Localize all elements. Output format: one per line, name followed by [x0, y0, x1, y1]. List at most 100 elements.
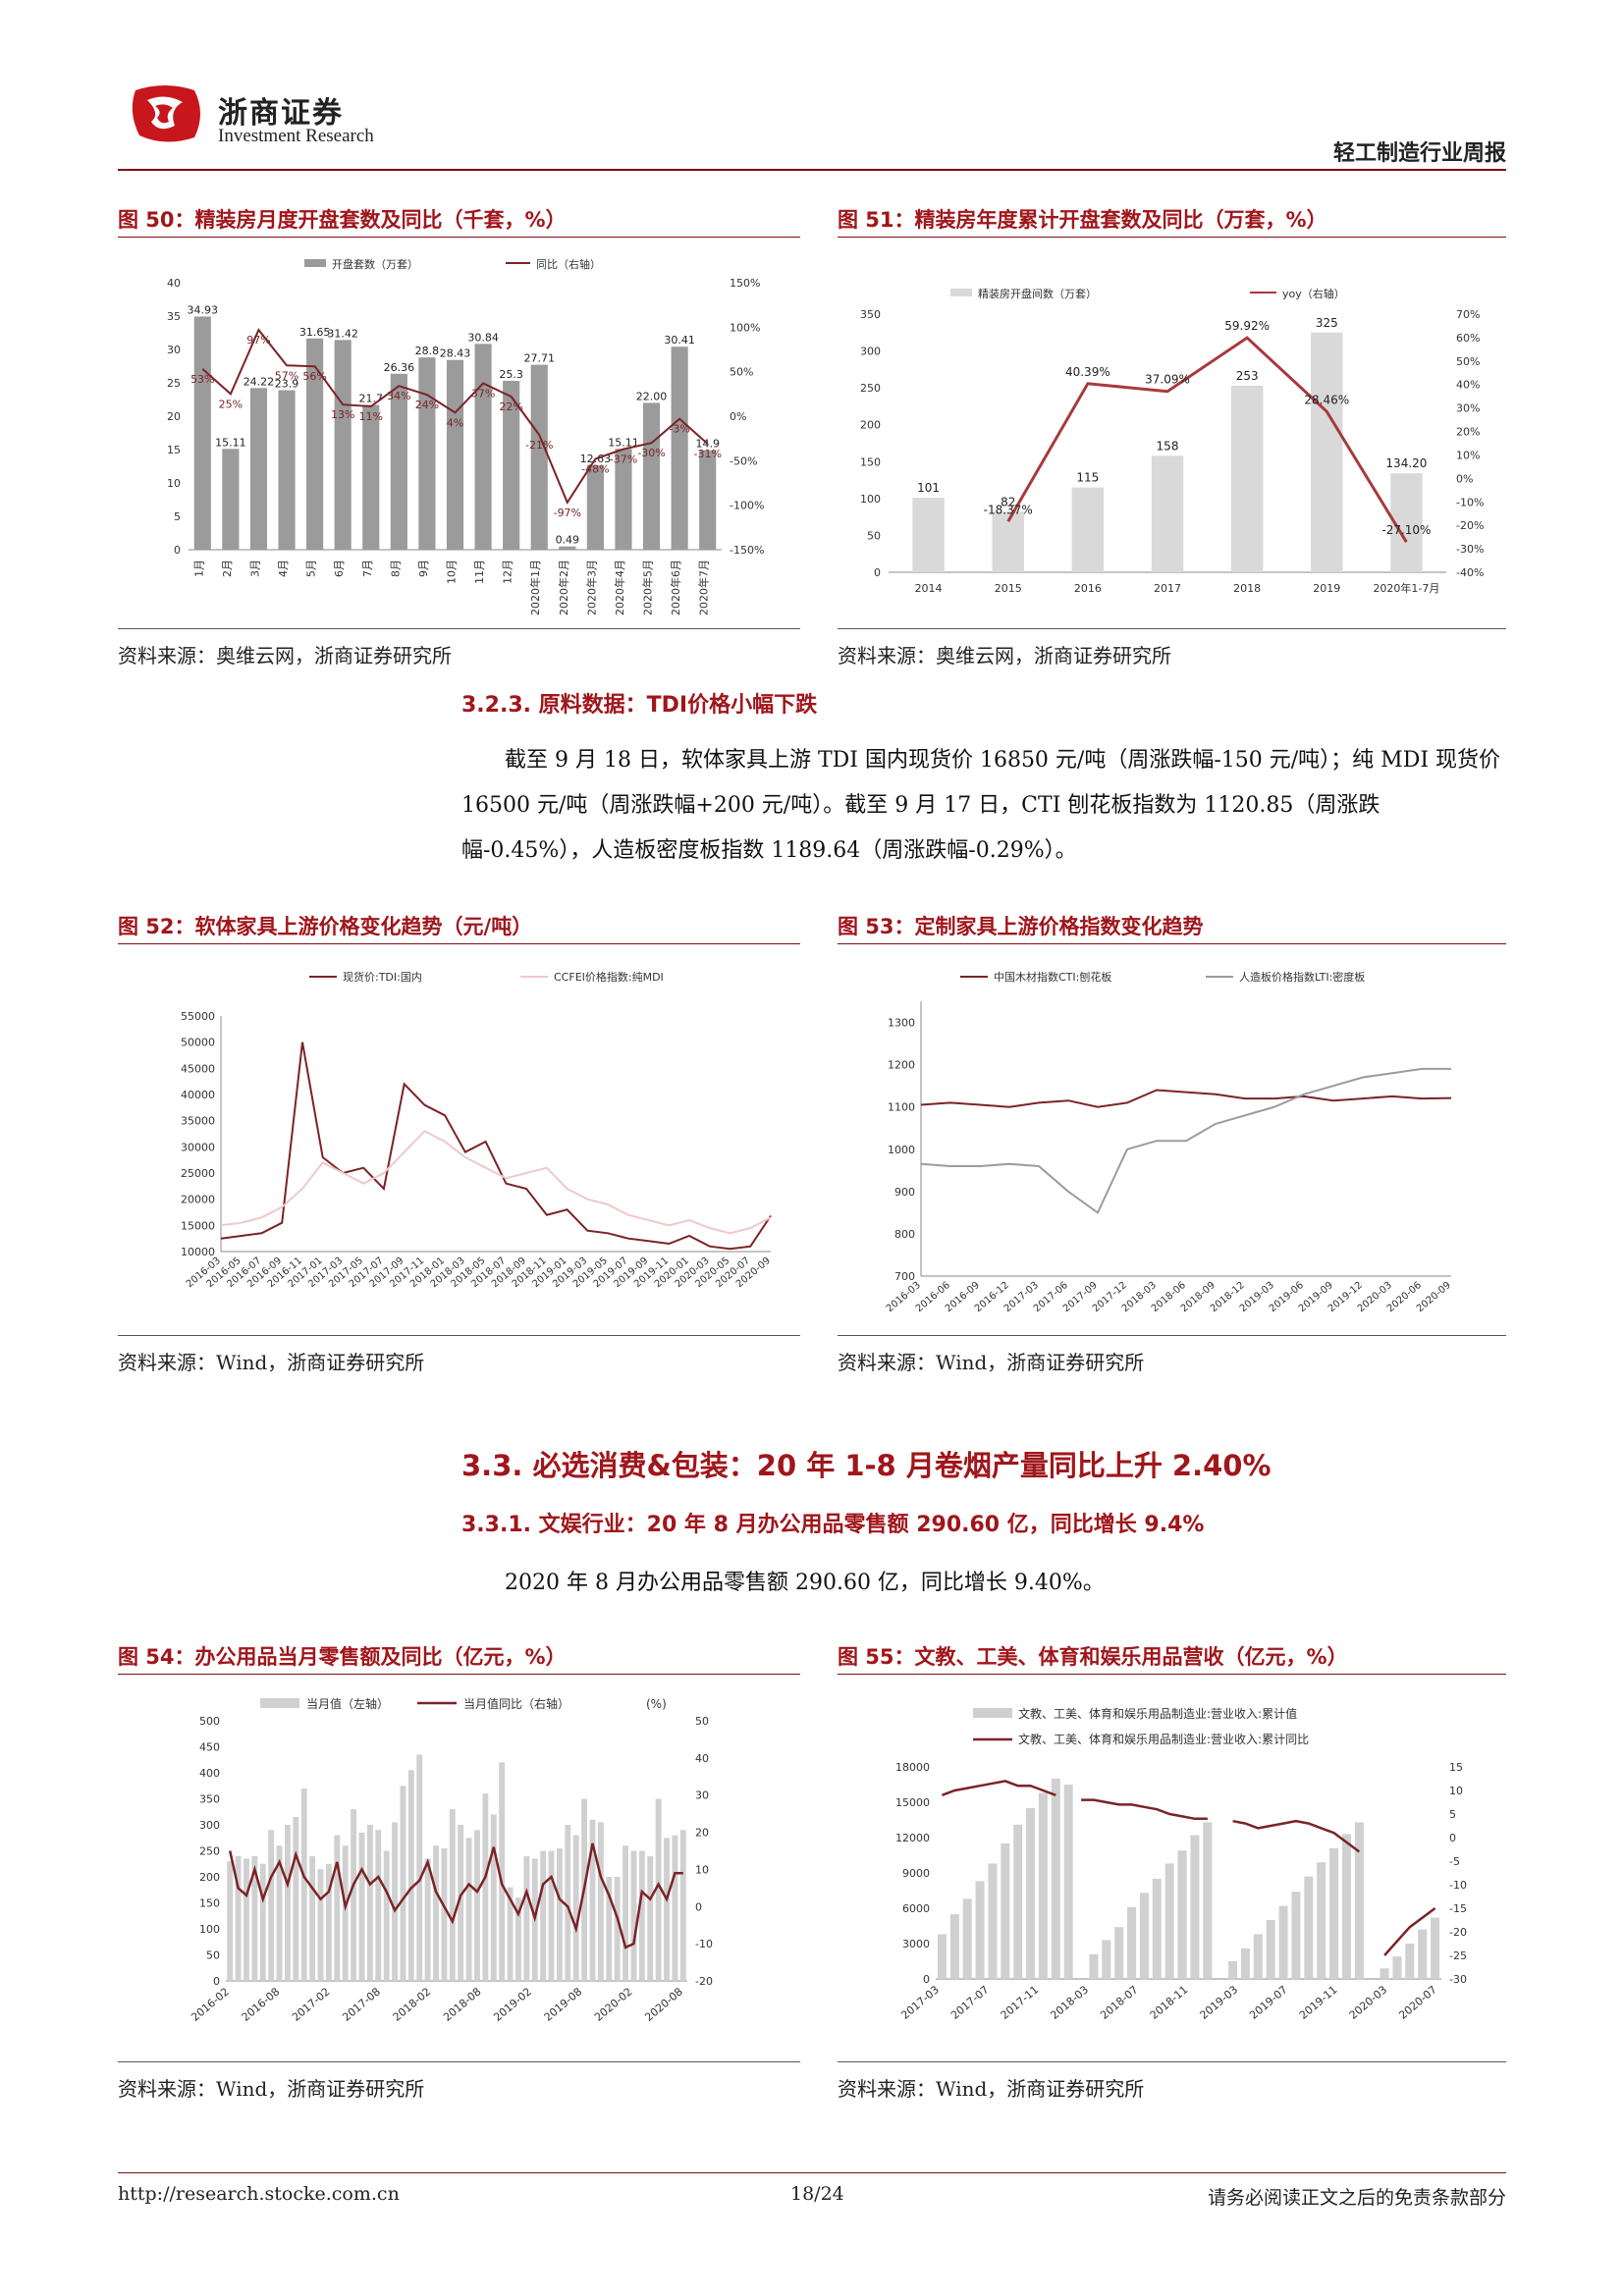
bar	[1152, 1879, 1162, 1979]
x-tick-label: 2017-11	[999, 1983, 1042, 2022]
bar	[1253, 1934, 1263, 1979]
bar-value-label: 24.22	[244, 375, 275, 388]
bar	[559, 546, 576, 550]
bar	[1001, 1843, 1010, 1979]
y-tick-label: 1100	[888, 1101, 915, 1114]
x-tick-label: 2020-03	[1347, 1983, 1390, 2022]
footer-url[interactable]: http://research.stocke.com.cn	[118, 2183, 400, 2205]
y-right-tick-label: 30	[695, 1789, 709, 1802]
yoy-value-label: -21%	[525, 439, 553, 452]
y-left-tick-label: 300	[860, 346, 881, 358]
x-tick-label: 2020年1-7月	[1373, 581, 1439, 595]
bar	[975, 1881, 985, 1979]
x-tick-label: 2019-03	[1198, 1983, 1241, 2022]
bar	[259, 1863, 266, 1981]
x-tick-label: 2017-07	[948, 1983, 992, 2022]
bar	[1013, 1824, 1023, 1979]
bar	[490, 1814, 497, 1981]
y-left-tick-label: 150	[199, 1897, 220, 1910]
x-tick-label: 2020-02	[592, 1985, 635, 2024]
bar-value-label: 14.9	[695, 438, 720, 451]
y-left-tick-label: 200	[860, 419, 881, 432]
y-right-tick-label: -20	[1449, 1926, 1467, 1939]
figure-53-title-rule	[838, 943, 1506, 944]
figure-53-source: 资料来源：Wind，浙商证券研究所	[838, 1351, 1145, 1374]
bar-value-label: 21.7	[359, 392, 384, 404]
legend-line-label: 当月值同比（右轴）	[463, 1696, 569, 1711]
y-left-tick-label: 15000	[895, 1796, 930, 1809]
bar	[548, 1850, 555, 1981]
yoy-value-label: 24%	[415, 399, 439, 411]
legend-line-label: 文教、工美、体育和娱乐用品制造业:营业收入:累计同比	[1018, 1732, 1309, 1746]
y-right-tick-label: 40%	[1456, 379, 1480, 392]
bar	[572, 1835, 579, 1981]
yoy-value-label: 53%	[190, 373, 214, 386]
bar	[1071, 487, 1105, 572]
y-left-tick-label: 350	[860, 308, 881, 321]
x-tick-label: 2020年4月	[613, 560, 626, 615]
y-left-tick-label: 50	[867, 529, 881, 542]
y-left-tick-label: 100	[199, 1923, 220, 1936]
y-right-tick-label: 50%	[1456, 355, 1480, 368]
bar	[597, 1822, 604, 1981]
series-line	[228, 1842, 683, 1949]
bar	[503, 380, 520, 550]
y-tick-label: 40000	[181, 1089, 215, 1101]
legend-bar-label: 当月值（左轴）	[306, 1696, 389, 1711]
y-tick-label: 15000	[181, 1219, 215, 1232]
yoy-value-label: -48%	[581, 463, 609, 476]
bar-value-label: 28.43	[440, 347, 471, 360]
bar	[638, 1850, 645, 1981]
bar	[1240, 1948, 1250, 1979]
figure-52-chart: 现货价:TDI:国内 CCFEI价格指数:纯MDI 10000 15000 20000 2…	[181, 970, 773, 1290]
bar	[418, 357, 436, 550]
y-right-tick-label: 50	[695, 1715, 709, 1728]
y-right-tick-label: -50%	[730, 454, 757, 467]
x-tick-label: 2017-08	[340, 1985, 383, 2024]
bar	[1392, 1956, 1402, 1979]
y-left-tick-label: 300	[199, 1819, 220, 1832]
x-tick-label: 3月	[248, 560, 261, 577]
x-tick-label: 9月	[417, 560, 430, 577]
figure-51-title-rule	[838, 237, 1506, 238]
yoy-value-label: -37%	[610, 454, 637, 466]
yoy-value-label: 34%	[387, 390, 410, 402]
bar-value-label: 134.20	[1385, 456, 1427, 470]
bar	[424, 1858, 431, 1981]
y-right-tick-label: 10%	[1456, 449, 1480, 461]
bar-value-label: 115	[1076, 471, 1099, 485]
bar	[540, 1850, 547, 1981]
bar	[300, 1788, 307, 1981]
bar	[962, 1898, 972, 1979]
bar	[351, 1809, 357, 1981]
y-left-tick-label: 250	[199, 1845, 220, 1858]
bar-value-label: 0.49	[556, 534, 580, 547]
y-left-tick-label: 10	[167, 477, 181, 490]
figure-55-title-rule	[838, 1674, 1506, 1675]
legend-bar-label: 文教、工美、体育和娱乐用品制造业:营业收入:累计值	[1018, 1706, 1297, 1721]
bar	[672, 1835, 678, 1981]
bar	[293, 1817, 299, 1981]
x-tick-label: 2019-11	[1297, 1983, 1340, 2022]
figure-50-title: 图 50：精装房月度开盘套数及同比（千套，%）	[118, 208, 567, 232]
footer-disclaimer: 请务必阅读正文之后的免责条款部分	[1207, 2187, 1506, 2209]
x-tick-label: 4月	[277, 560, 290, 577]
bar	[441, 1847, 448, 1981]
figure-55-source-rule	[838, 2061, 1506, 2062]
bar	[334, 340, 352, 550]
yoy-value-label: -30%	[637, 447, 665, 459]
x-tick-label: 5月	[305, 560, 318, 577]
bar	[407, 1770, 414, 1981]
y-left-tick-label: 5	[174, 510, 181, 523]
bar	[642, 402, 661, 550]
report-title: 轻工制造行业周报	[1332, 141, 1506, 166]
yoy-value-label: -97%	[554, 507, 581, 519]
bar-value-label: 15.11	[608, 436, 639, 449]
x-tick-label: 10月	[446, 560, 459, 584]
yoy-value-label: 4%	[447, 416, 463, 429]
y-right-tick-label: -25	[1449, 1949, 1467, 1962]
y-right-tick-label: -5	[1449, 1855, 1460, 1868]
bar	[1102, 1940, 1111, 1979]
y-tick-label: 10000	[181, 1246, 215, 1258]
y-right-tick-label: 0	[695, 1900, 702, 1913]
